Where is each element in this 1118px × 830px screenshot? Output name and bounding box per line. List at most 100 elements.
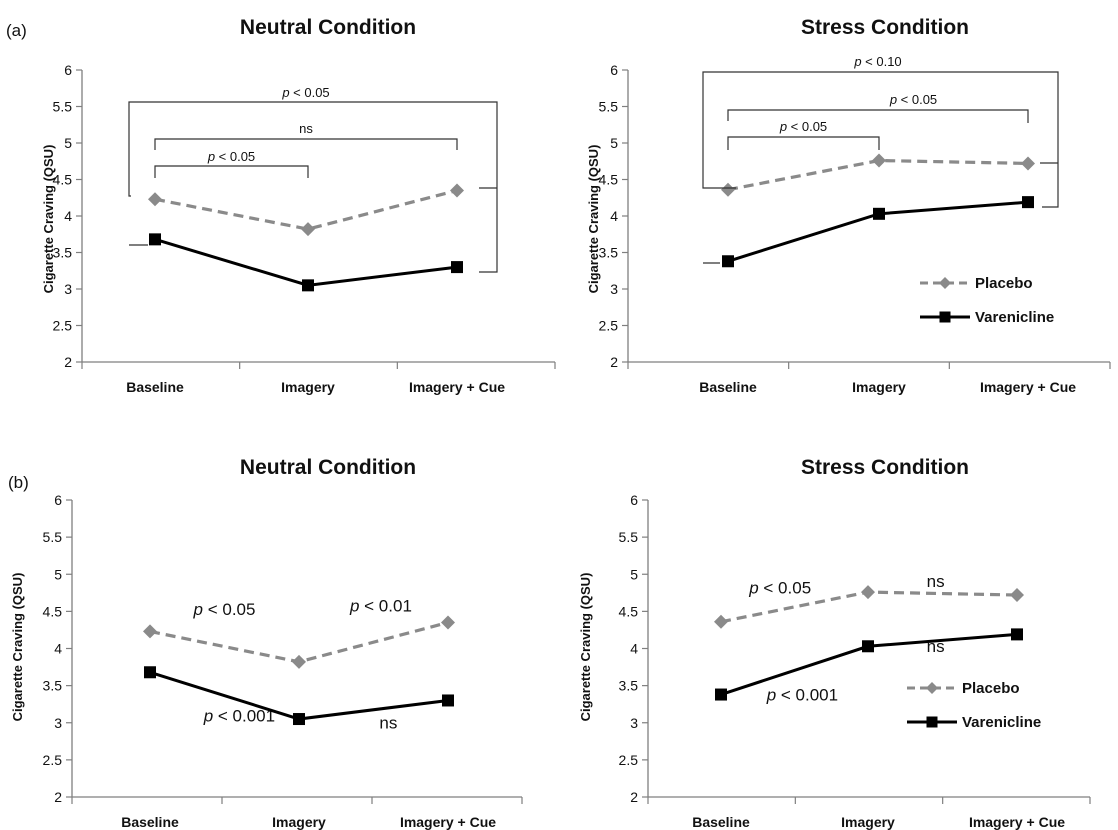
annotation-label: p < 0.05	[748, 579, 811, 598]
y-tick-label: 2	[610, 354, 618, 370]
legend: Placebo Varenicline	[975, 275, 1054, 326]
y-tick-label: 4	[610, 208, 618, 224]
x-axis-categories: Baseline Imagery Imagery + Cue	[126, 379, 505, 395]
y-tick-label: 2.5	[619, 752, 639, 768]
y-axis-label: Cigarette Craving (QSU)	[578, 573, 593, 722]
series-line-varenicline	[149, 670, 449, 721]
varenicline-point	[862, 640, 874, 653]
chart-title: Neutral Condition	[240, 16, 416, 39]
y-tick-label: 2.5	[599, 318, 619, 334]
y-tick-label: 5.5	[599, 99, 619, 115]
annotation-label: p < 0.001	[203, 706, 275, 725]
comparison-label: p < 0.05	[779, 119, 827, 134]
y-tick-label: 4	[54, 641, 62, 657]
y-tick-label: 2	[630, 789, 638, 805]
legend-marker-placebo	[939, 277, 951, 289]
placebo-point	[1021, 156, 1035, 171]
x-category-label: Baseline	[121, 814, 179, 830]
chart-a-neutral: Neutral Condition Cigarette Craving (QSU…	[41, 16, 556, 395]
comparison-label: p < 0.05	[281, 85, 329, 100]
annotation-label: p < 0.01	[349, 596, 412, 615]
annotation-label: p < 0.05	[193, 600, 256, 619]
comparison-label: ns	[299, 121, 313, 136]
y-axis-ticks: 2 2.5 3 3.5 4 4.5 5 5.5 6	[53, 62, 73, 370]
y-tick-label: 3	[54, 715, 62, 731]
comparison-label: p < 0.05	[889, 92, 937, 107]
panel-label-a: (a)	[6, 21, 27, 40]
comparison-bracket	[727, 109, 1029, 123]
y-tick-label: 6	[64, 62, 72, 78]
varenicline-point	[302, 279, 314, 292]
varenicline-point	[293, 713, 305, 726]
varenicline-point	[442, 694, 454, 707]
chart-b-stress: Stress Condition Cigarette Craving (QSU)…	[578, 456, 1091, 830]
y-axis-ticks: 2 2.5 3 3.5 4 4.5 5 5.5 6	[619, 492, 639, 805]
varenicline-point	[1022, 196, 1034, 209]
legend-label-varenicline: Varenicline	[962, 714, 1041, 731]
comparison-labels: p < 0.05 ns p < 0.05	[207, 85, 330, 164]
comparison-label: p < 0.10	[853, 54, 901, 69]
y-tick-label: 4	[630, 641, 638, 657]
x-category-label: Imagery	[281, 379, 335, 395]
legend-label-placebo: Placebo	[975, 275, 1033, 292]
y-tick-label: 3.5	[599, 245, 619, 261]
legend-label-varenicline: Varenicline	[975, 309, 1054, 326]
y-tick-label: 2.5	[43, 752, 63, 768]
y-tick-label: 5	[64, 135, 72, 151]
legend-marker-varenicline	[939, 311, 951, 323]
comparison-bracket	[128, 101, 498, 273]
legend-marker-placebo	[926, 682, 938, 694]
legend: Placebo Varenicline	[962, 680, 1041, 731]
y-tick-label: 4.5	[619, 603, 639, 619]
x-category-label: Imagery + Cue	[400, 814, 496, 830]
y-tick-label: 5.5	[619, 529, 639, 545]
x-axis-categories: Baseline Imagery Imagery + Cue	[699, 379, 1076, 395]
y-axis-label: Cigarette Craving (QSU)	[10, 573, 25, 722]
placebo-point	[861, 585, 875, 600]
annotation-label: p < 0.001	[766, 685, 838, 704]
y-tick-label: 4.5	[599, 172, 619, 188]
comparison-bracket	[727, 136, 880, 150]
legend-label-placebo: Placebo	[962, 680, 1020, 697]
y-tick-label: 6	[610, 62, 618, 78]
placebo-point	[1010, 588, 1024, 603]
y-tick-label: 2	[64, 354, 72, 370]
varenicline-point	[451, 261, 463, 274]
y-tick-label: 2	[54, 789, 62, 805]
y-tick-label: 5.5	[53, 99, 73, 115]
annotation-label: ns	[927, 572, 945, 591]
chart-b-neutral: Neutral Condition Cigarette Craving (QSU…	[10, 456, 523, 830]
placebo-point	[441, 615, 455, 630]
x-category-label: Imagery + Cue	[409, 379, 505, 395]
legend-marker-varenicline	[926, 716, 938, 728]
varenicline-point	[149, 233, 161, 246]
y-tick-label: 4.5	[53, 172, 73, 188]
annotation-label: ns	[379, 714, 397, 733]
y-tick-label: 5.5	[43, 529, 63, 545]
varenicline-point	[1011, 628, 1023, 641]
chart-title: Stress Condition	[801, 456, 969, 479]
y-tick-label: 6	[54, 492, 62, 508]
varenicline-point	[873, 207, 885, 220]
y-tick-label: 3	[64, 281, 72, 297]
series-line-varenicline	[154, 237, 458, 287]
placebo-point	[148, 192, 162, 207]
series-line-placebo	[154, 188, 458, 231]
comparison-bracket	[154, 165, 309, 178]
y-tick-label: 5	[610, 135, 618, 151]
y-tick-label: 3.5	[43, 678, 63, 694]
chart-title: Neutral Condition	[240, 456, 416, 479]
y-tick-label: 3	[610, 281, 618, 297]
x-category-label: Imagery	[272, 814, 326, 830]
x-axis-categories: Baseline Imagery Imagery + Cue	[121, 814, 496, 830]
y-tick-label: 3.5	[619, 678, 639, 694]
comparison-label: p < 0.05	[207, 149, 255, 164]
y-axis-ticks: 2 2.5 3 3.5 4 4.5 5 5.5 6	[599, 62, 619, 370]
y-tick-label: 6	[630, 492, 638, 508]
y-axis-label: Cigarette Craving (QSU)	[586, 145, 601, 294]
y-tick-label: 3	[630, 715, 638, 731]
y-tick-label: 3.5	[53, 245, 73, 261]
placebo-point	[301, 222, 315, 237]
